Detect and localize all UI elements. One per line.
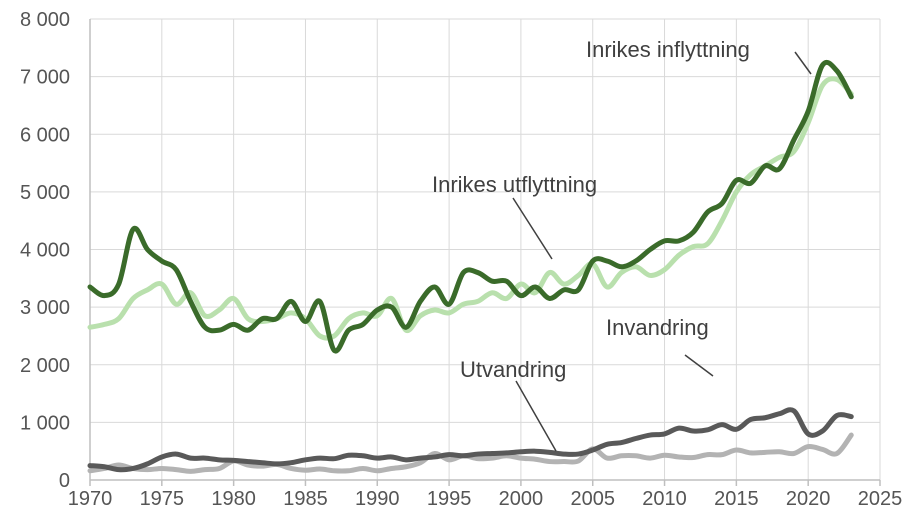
x-tick-label: 1990 bbox=[355, 488, 400, 510]
y-tick-label: 2 000 bbox=[20, 355, 70, 377]
label-inrikes-utflyttning: Inrikes utflyttning bbox=[432, 172, 597, 197]
leader-utvandring bbox=[515, 380, 557, 452]
x-tick-label: 1970 bbox=[68, 488, 113, 510]
leader-inrikes-utflyttning bbox=[512, 197, 553, 260]
x-tick-label: 1980 bbox=[211, 488, 256, 510]
x-tick-label: 1975 bbox=[140, 488, 185, 510]
label-inrikes-inflyttning: Inrikes inflyttning bbox=[586, 37, 750, 62]
y-tick-label: 4 000 bbox=[20, 240, 70, 262]
axis-layer: 0 1 000 2 000 3 000 4 000 5 000 6 000 7 000 8 00… bbox=[20, 9, 902, 510]
x-tick-label: 1995 bbox=[427, 488, 472, 510]
y-tick-label: 3 000 bbox=[20, 297, 70, 319]
x-tick-label: 2000 bbox=[499, 488, 544, 510]
x-tick-label: 2010 bbox=[642, 488, 687, 510]
series-line-invandring bbox=[87, 407, 854, 473]
series-lines bbox=[87, 59, 854, 474]
label-utvandring: Utvandring bbox=[460, 357, 566, 382]
y-tick-label: 0 bbox=[59, 470, 70, 492]
y-tick-label: 8 000 bbox=[20, 9, 70, 31]
series-line-inrikes-utflyttning bbox=[87, 76, 854, 341]
grid-layer bbox=[90, 18, 881, 480]
y-tick-label: 7 000 bbox=[20, 67, 70, 89]
leader-inrikes-inflyttning bbox=[794, 51, 812, 75]
x-tick-label: 2025 bbox=[858, 488, 903, 510]
x-tick-label: 2005 bbox=[570, 488, 615, 510]
x-tick-label: 2020 bbox=[786, 488, 831, 510]
series-labels: Inrikes inflyttning Inrikes utflyttning … bbox=[432, 37, 750, 382]
series-line-inrikes-inflyttning bbox=[87, 59, 854, 354]
annotation-leaders bbox=[512, 51, 812, 452]
x-tick-label: 1985 bbox=[283, 488, 328, 510]
label-invandring: Invandring bbox=[606, 315, 709, 340]
leader-invandring bbox=[684, 354, 714, 377]
x-tick-label: 2015 bbox=[714, 488, 759, 510]
y-tick-label: 6 000 bbox=[20, 124, 70, 146]
y-tick-label: 5 000 bbox=[20, 182, 70, 204]
y-tick-label: 1 000 bbox=[20, 412, 70, 434]
